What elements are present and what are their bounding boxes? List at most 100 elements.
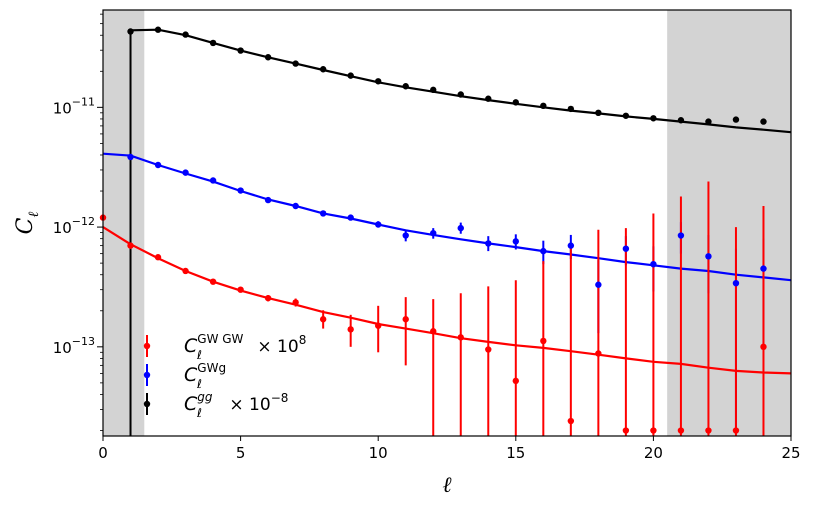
x-tick-label-3: 15: [506, 444, 525, 462]
point-gwg-17: [595, 281, 602, 288]
point-gwg-6: [292, 202, 299, 210]
point-gwg-12: [457, 224, 464, 232]
point-gg-14: [512, 99, 519, 106]
point-gwg-21: [705, 253, 712, 260]
shaded-regions: [103, 10, 791, 436]
point-gwgw-10: [375, 322, 382, 329]
point-gwg-2: [182, 169, 189, 176]
y-tick-label-1: 10−12: [53, 215, 95, 237]
point-gwg-9: [375, 221, 382, 228]
plot-frame: [102, 9, 792, 437]
point-gwg-10: [402, 232, 409, 239]
point-gwgw-13: [457, 334, 464, 341]
point-gg-6: [292, 60, 299, 67]
x-tick-label-5: 25: [781, 444, 800, 462]
point-gg-13: [485, 95, 492, 102]
x-axis-label: ℓ: [442, 473, 452, 498]
point-gwgw-7: [292, 299, 299, 306]
point-gg-11: [430, 86, 437, 94]
point-gwgw-8: [319, 316, 327, 323]
point-gwgw-6: [264, 294, 272, 302]
legend-marker-dot-gwg: [143, 371, 151, 379]
point-gwg-3: [209, 177, 217, 184]
point-gwg-18: [622, 245, 630, 252]
legend-label-gg: Cgg ℓ × 10−8: [184, 390, 288, 420]
legend-label-gwgw: CGW GW ℓ × 108: [184, 332, 306, 362]
point-gg-23: [760, 118, 767, 125]
point-gwgw-17: [567, 417, 575, 425]
point-gwgw-5: [237, 286, 244, 293]
point-gg-10: [402, 83, 409, 90]
point-gwgw-2: [154, 254, 162, 261]
point-gwg-7: [319, 210, 327, 217]
model-line-gwgw: [102, 226, 792, 375]
y-axis-label-main: C: [13, 217, 38, 234]
point-gg-18: [622, 112, 630, 119]
point-gwgw-15: [512, 377, 519, 385]
point-gg-21: [705, 118, 712, 125]
model-line-gwg: [102, 152, 792, 282]
point-gwgw-12: [430, 328, 437, 335]
point-gwg-20: [677, 232, 685, 239]
point-gg-9: [375, 78, 382, 85]
point-gwgw-4: [209, 278, 217, 285]
y-tick-label-2: 10−11: [53, 95, 95, 117]
point-gg-2: [182, 31, 189, 38]
point-gwgw-22: [705, 427, 712, 434]
point-gg-19: [650, 115, 657, 122]
point-gwg-1: [154, 161, 162, 169]
point-gwgw-9: [347, 326, 354, 333]
point-gwg-0: [127, 153, 134, 161]
point-gg-20: [677, 117, 685, 124]
point-gwg-22: [732, 279, 740, 287]
point-gwg-14: [512, 238, 519, 245]
point-gwgw-3: [182, 267, 189, 275]
point-gwgw-24: [760, 343, 767, 351]
point-gg-0: [127, 28, 134, 35]
point-gwgw-1: [127, 242, 134, 249]
point-gwgw-16: [540, 337, 547, 345]
point-gg-4: [237, 47, 244, 54]
point-gwg-15: [540, 247, 547, 255]
point-gwgw-21: [677, 427, 685, 434]
point-gg-22: [732, 116, 740, 123]
y-axis-label-sub: ℓ: [26, 212, 42, 218]
point-gwg-23: [760, 265, 767, 272]
point-gwgw-23: [732, 427, 740, 434]
point-gg-7: [319, 66, 327, 73]
point-gwg-16: [567, 242, 575, 249]
x-axis-ticks: 0 5 10 15 20 25: [98, 436, 801, 462]
point-gg-8: [347, 72, 354, 79]
point-gwgw-18: [595, 350, 602, 357]
legend-marker-dot-gwgw: [143, 342, 151, 350]
y-axis-ticks: 10−13 10−12 10−11: [53, 13, 103, 431]
point-gg-17: [595, 109, 602, 117]
x-tick-label-2: 10: [369, 444, 388, 462]
point-gg-16: [567, 105, 575, 113]
point-gwg-11: [430, 229, 437, 237]
x-tick-label-1: 5: [236, 444, 246, 462]
point-gg-15: [540, 102, 547, 110]
legend-label-gwg: CGWg ℓ: [184, 361, 226, 391]
point-gwg-4: [237, 187, 244, 194]
point-gg-1: [154, 26, 162, 33]
x-tick-label-0: 0: [98, 444, 108, 462]
x-tick-label-4: 20: [644, 444, 663, 462]
point-gg-12: [457, 91, 464, 98]
point-gwg-19: [650, 260, 657, 268]
y-tick-label-0: 10−13: [53, 335, 95, 357]
point-gwg-13: [485, 240, 492, 247]
legend-marker-dot-gg: [143, 400, 151, 408]
point-gwgw-20: [650, 427, 657, 434]
data-points: [99, 26, 767, 434]
point-gwgw-19: [622, 427, 630, 434]
point-gwgw-11: [402, 316, 409, 323]
point-gwg-8: [347, 214, 354, 221]
point-gg-3: [209, 39, 217, 47]
shaded-region-0: [103, 10, 145, 436]
point-gg-5: [264, 54, 272, 61]
point-gwg-5: [264, 196, 272, 204]
point-gwgw-14: [485, 346, 492, 353]
